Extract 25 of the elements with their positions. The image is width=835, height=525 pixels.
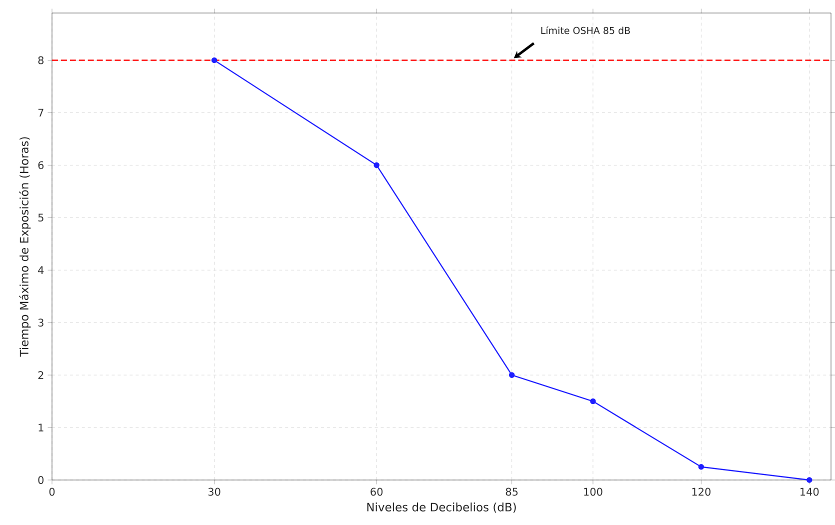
point: [698, 464, 704, 470]
x-tick-label: 85: [506, 488, 518, 496]
x-tick-label: 30: [208, 488, 220, 496]
y-tick-label: 2: [38, 371, 44, 379]
y-tick-label: 6: [38, 161, 44, 170]
x-axis-title: Niveles de Decibelios (dB): [367, 502, 516, 513]
x-tick-label: 0: [49, 488, 55, 496]
y-tick-label: 0: [38, 476, 44, 484]
point: [508, 372, 515, 378]
y-tick-label: 7: [38, 108, 44, 117]
point: [211, 57, 218, 64]
y-tick-label: 3: [38, 318, 44, 327]
x-tick-label: 140: [800, 488, 819, 496]
y-axis-title: Tiempo Máximo de Exposición (Horas): [19, 137, 31, 357]
point: [590, 398, 596, 404]
y-tick-label: 8: [38, 56, 44, 64]
y-tick-label: 4: [38, 266, 44, 274]
point: [374, 162, 380, 168]
y-tick-label: 1: [38, 424, 44, 432]
point: [806, 477, 812, 483]
x-tick-label: 120: [692, 488, 710, 496]
annotation: Límite OSHA 85 dB: [541, 26, 630, 34]
x-tick-label: 100: [584, 488, 602, 496]
y-tick-label: 5: [38, 214, 44, 222]
x-tick-label: 60: [370, 488, 383, 496]
